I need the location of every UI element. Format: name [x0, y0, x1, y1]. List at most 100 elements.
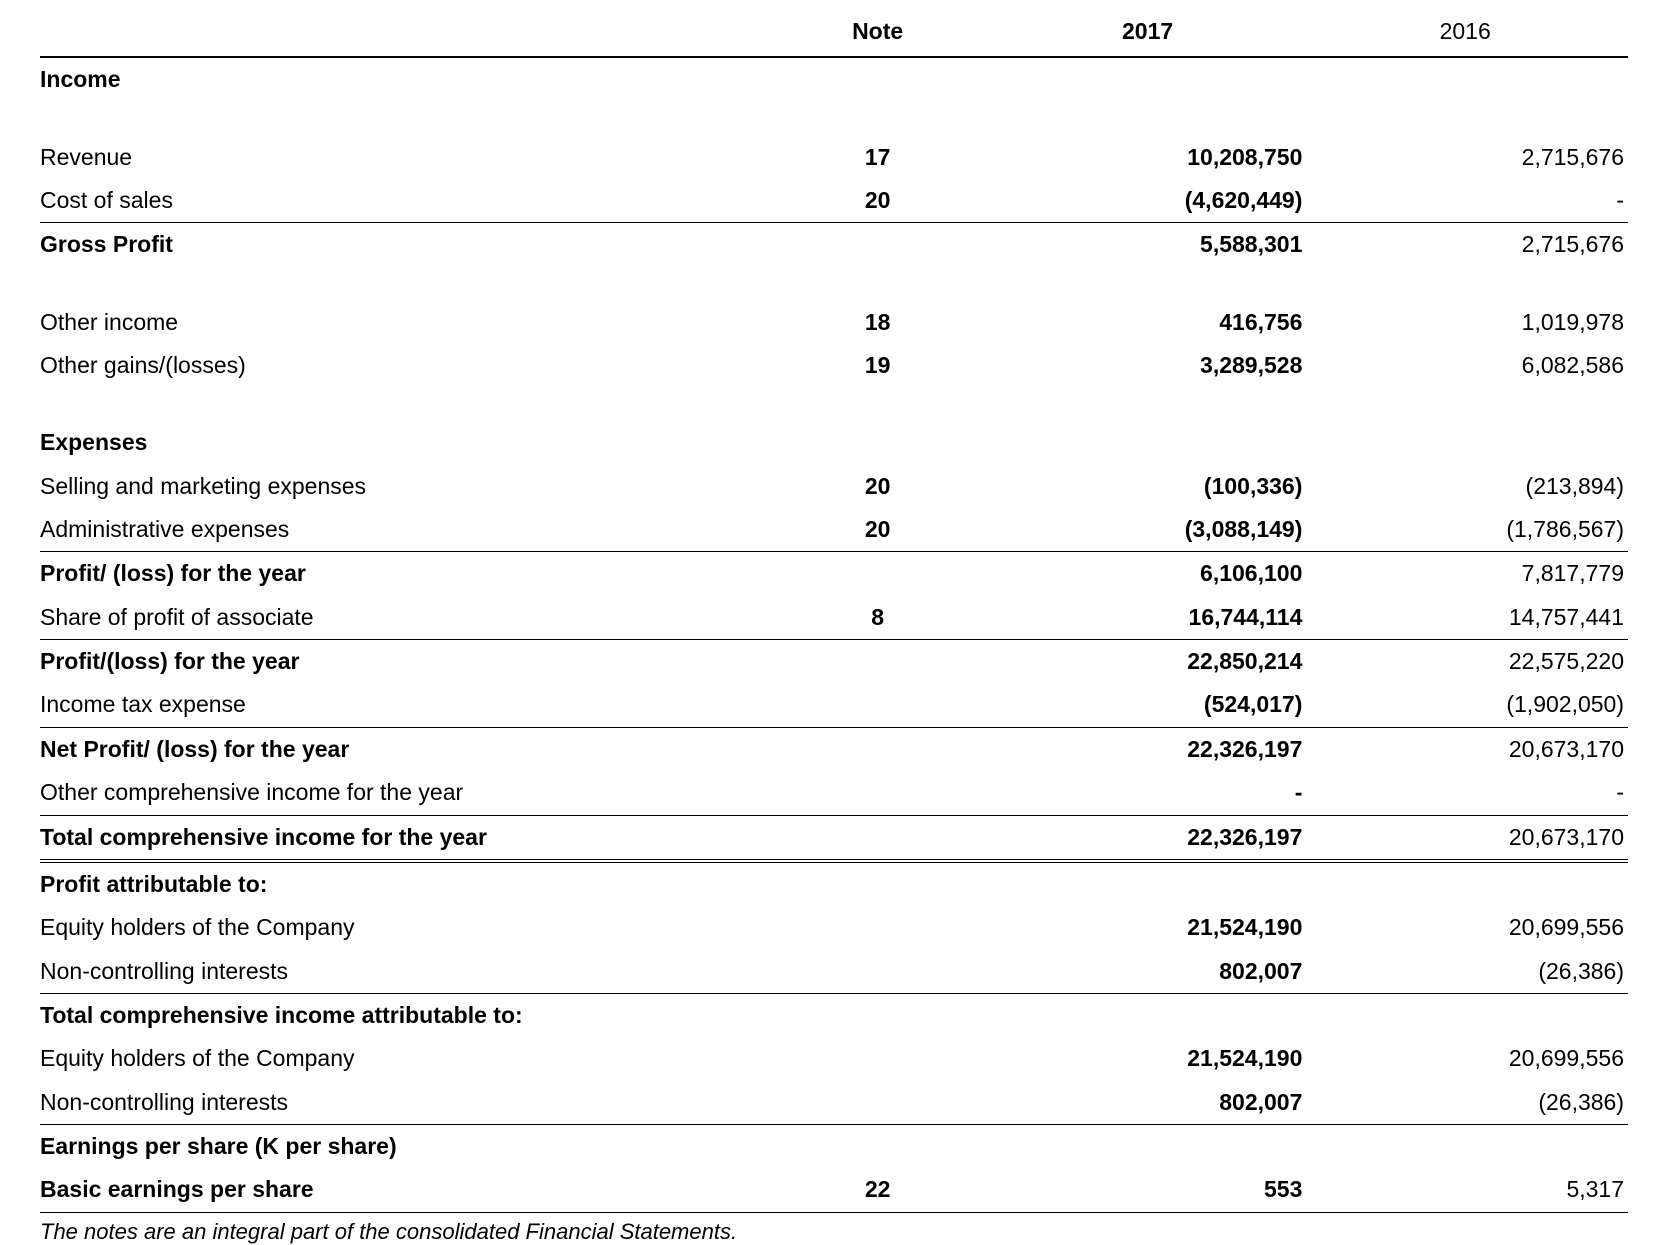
row-note: 20: [770, 508, 992, 552]
row-value-2016: [1310, 421, 1628, 464]
table-row: Share of profit of associate816,744,1141…: [40, 596, 1628, 640]
row-note: [770, 1081, 992, 1125]
row-value-2016: 5,317: [1310, 1168, 1628, 1212]
table-row: Income tax expense (524,017)(1,902,050): [40, 683, 1628, 727]
row-note: 17: [770, 136, 992, 179]
footnote: The notes are an integral part of the co…: [40, 1213, 1628, 1245]
row-value-2017: 553: [993, 1168, 1311, 1212]
row-note: [770, 552, 992, 596]
table-row: Other income18416,7561,019,978: [40, 301, 1628, 344]
table-row: Gross Profit5,588,3012,715,676: [40, 223, 1628, 267]
row-note: [770, 906, 992, 949]
row-label: Other income: [40, 301, 770, 344]
row-note: [770, 421, 992, 464]
row-value-2016: 14,757,441: [1310, 596, 1628, 640]
row-note: [770, 683, 992, 727]
table-row: Income: [40, 57, 1628, 101]
row-value-2016: (26,386): [1310, 1081, 1628, 1125]
row-label: Basic earnings per share: [40, 1168, 770, 1212]
row-value-2017: 416,756: [993, 301, 1311, 344]
row-note: 20: [770, 465, 992, 508]
table-row: Profit attributable to:: [40, 861, 1628, 906]
row-value-2016: [1310, 861, 1628, 906]
row-note: [770, 640, 992, 684]
row-note: [770, 993, 992, 1037]
row-label: Non-controlling interests: [40, 950, 770, 994]
table-row: Total comprehensive income attributable …: [40, 993, 1628, 1037]
row-value-2017: [993, 993, 1311, 1037]
row-value-2016: 22,575,220: [1310, 640, 1628, 684]
table-row: Total comprehensive income for the year 2…: [40, 815, 1628, 861]
row-value-2017: -: [993, 771, 1311, 815]
row-value-2017: 10,208,750: [993, 136, 1311, 179]
table-row: Revenue1710,208,7502,715,676: [40, 136, 1628, 179]
row-value-2017: 3,289,528: [993, 344, 1311, 387]
row-label: Equity holders of the Company: [40, 906, 770, 949]
row-label: Net Profit/ (loss) for the year: [40, 727, 770, 771]
row-label: Profit attributable to:: [40, 861, 770, 906]
table-header-row: Note 2017 2016: [40, 10, 1628, 57]
row-value-2017: 22,326,197: [993, 727, 1311, 771]
col-header-year2: 2016: [1310, 10, 1628, 57]
row-value-2016: 2,715,676: [1310, 223, 1628, 267]
row-value-2016: -: [1310, 179, 1628, 223]
row-value-2016: (1,902,050): [1310, 683, 1628, 727]
row-value-2016: [1310, 57, 1628, 101]
row-value-2016: 20,673,170: [1310, 727, 1628, 771]
row-value-2017: (3,088,149): [993, 508, 1311, 552]
row-label: Gross Profit: [40, 223, 770, 267]
row-value-2017: 21,524,190: [993, 906, 1311, 949]
row-label: Profit/(loss) for the year: [40, 640, 770, 684]
table-row: Selling and marketing expenses20(100,336…: [40, 465, 1628, 508]
row-value-2016: (213,894): [1310, 465, 1628, 508]
row-value-2017: 22,326,197: [993, 815, 1311, 861]
col-header-note: Note: [770, 10, 992, 57]
row-label: Share of profit of associate: [40, 596, 770, 640]
table-row: [40, 387, 1628, 421]
row-note: [770, 815, 992, 861]
row-value-2017: [993, 57, 1311, 101]
row-note: [770, 57, 992, 101]
row-label: Profit/ (loss) for the year: [40, 552, 770, 596]
row-value-2017: 22,850,214: [993, 640, 1311, 684]
row-note: [770, 1124, 992, 1168]
row-value-2016: [1310, 993, 1628, 1037]
row-label: Total comprehensive income for the year: [40, 815, 770, 861]
table-row: Earnings per share (K per share): [40, 1124, 1628, 1168]
row-label: Cost of sales: [40, 179, 770, 223]
col-header-label: [40, 10, 770, 57]
row-label: Equity holders of the Company: [40, 1037, 770, 1080]
row-note: 19: [770, 344, 992, 387]
row-note: 18: [770, 301, 992, 344]
table-row: Other comprehensive income for the year -…: [40, 771, 1628, 815]
row-label: Total comprehensive income attributable …: [40, 993, 770, 1037]
income-statement-table: { "table": { "type": "financial-table", …: [0, 0, 1668, 1245]
row-label: Income tax expense: [40, 683, 770, 727]
table-row: Basic earnings per share225535,317: [40, 1168, 1628, 1212]
row-value-2016: 7,817,779: [1310, 552, 1628, 596]
row-value-2016: [1310, 1124, 1628, 1168]
row-label: Non-controlling interests: [40, 1081, 770, 1125]
row-value-2016: 20,673,170: [1310, 815, 1628, 861]
table-row: Administrative expenses20(3,088,149)(1,7…: [40, 508, 1628, 552]
row-value-2017: 802,007: [993, 950, 1311, 994]
row-label: Other comprehensive income for the year: [40, 771, 770, 815]
row-note: [770, 950, 992, 994]
row-value-2016: 20,699,556: [1310, 1037, 1628, 1080]
row-note: [770, 861, 992, 906]
table-row: Expenses: [40, 421, 1628, 464]
table-row: Non-controlling interests802,007(26,386): [40, 950, 1628, 994]
row-value-2017: 16,744,114: [993, 596, 1311, 640]
row-value-2016: (1,786,567): [1310, 508, 1628, 552]
row-note: [770, 1037, 992, 1080]
row-label: Income: [40, 57, 770, 101]
row-label: Earnings per share (K per share): [40, 1124, 770, 1168]
table-row: [40, 267, 1628, 301]
table-row: Non-controlling interests802,007(26,386): [40, 1081, 1628, 1125]
row-value-2017: (100,336): [993, 465, 1311, 508]
row-value-2017: 6,106,100: [993, 552, 1311, 596]
row-note: 20: [770, 179, 992, 223]
row-value-2016: 2,715,676: [1310, 136, 1628, 179]
row-label: Selling and marketing expenses: [40, 465, 770, 508]
row-value-2017: (524,017): [993, 683, 1311, 727]
